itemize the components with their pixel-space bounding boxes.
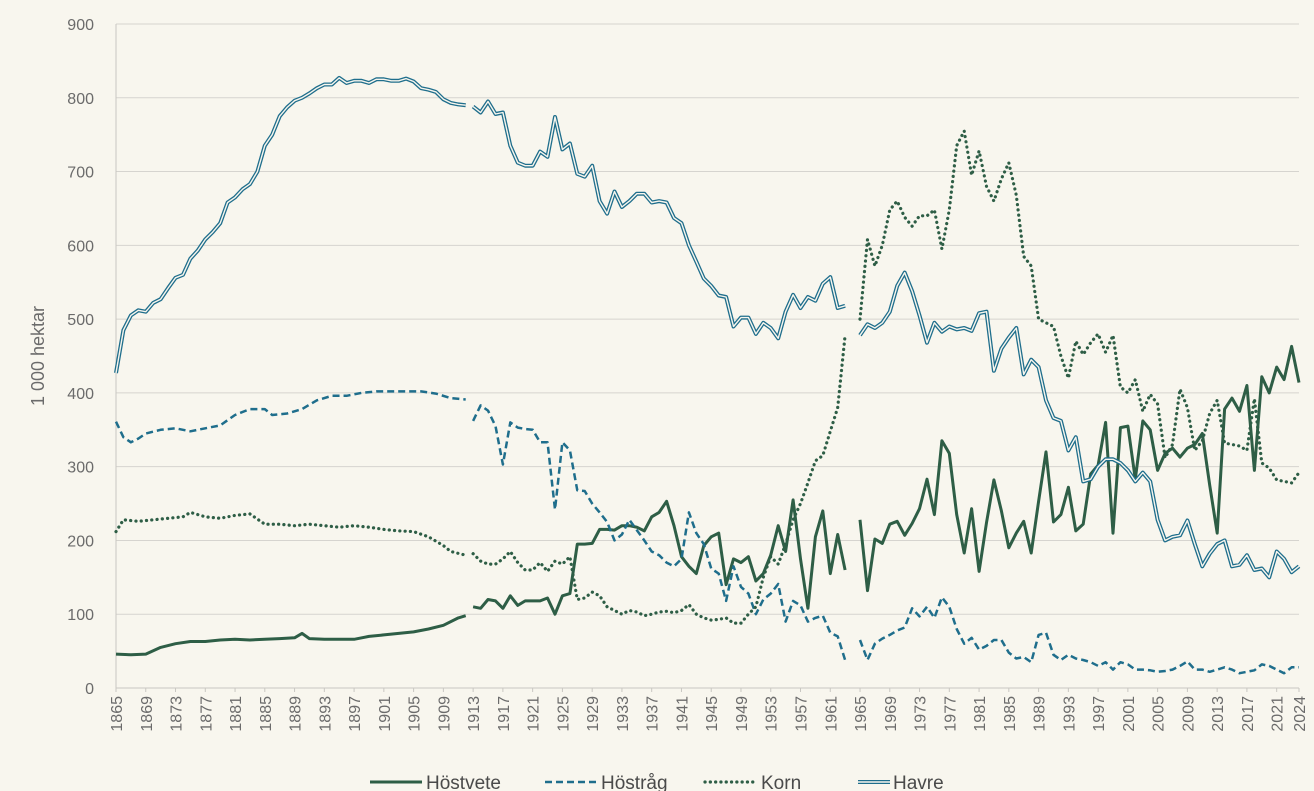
y-tick-label: 200 (67, 533, 94, 550)
y-tick-label: 0 (85, 681, 94, 698)
legend-item-korn: Korn (703, 773, 801, 791)
series-line (471, 404, 847, 661)
x-tick-label: 1993 (1061, 696, 1078, 732)
legend-item-hostrag: Höstråg (545, 773, 668, 791)
x-tick-label: 1905 (407, 696, 424, 732)
series-line (471, 333, 847, 625)
y-tick-label: 800 (67, 91, 94, 108)
x-tick-label: 1893 (317, 696, 334, 732)
x-tick-label: 1913 (466, 696, 483, 732)
x-tick-label: 1909 (436, 696, 453, 732)
x-tick-label: 1901 (377, 696, 394, 732)
series-hostvete (115, 344, 1301, 657)
y-tick-label: 700 (67, 165, 94, 182)
x-tick-label: 1989 (1032, 696, 1049, 732)
x-tick-label: 1981 (972, 696, 989, 732)
series-korn (114, 129, 1301, 625)
legend-item-hostvete: Höstvete (370, 773, 501, 791)
x-tick-label: 1921 (526, 696, 543, 732)
x-tick-label: 2021 (1270, 696, 1287, 732)
x-tick-label: 2024 (1292, 696, 1309, 732)
x-tick-label: 1977 (942, 696, 959, 732)
y-tick-label: 400 (67, 386, 94, 403)
series-line-inner (115, 77, 466, 374)
gridlines (116, 23, 1299, 615)
y-tick-label: 900 (67, 17, 94, 34)
x-tick-label: 1945 (704, 696, 721, 732)
series-line-inner (472, 100, 846, 339)
y-tick-label: 300 (67, 460, 94, 477)
x-tick-label: 1985 (1002, 696, 1019, 732)
x-tick-label: 1949 (734, 696, 751, 732)
x-tick-label: 2017 (1240, 696, 1257, 732)
series-line-outer (114, 75, 466, 374)
y-tick-label: 500 (67, 312, 94, 329)
legend-label: Höstvete (426, 773, 501, 791)
series-havre (114, 75, 1301, 580)
x-tick-label: 1929 (585, 696, 602, 732)
series-line (115, 614, 467, 657)
x-tick-label: 2013 (1210, 696, 1227, 732)
x-tick-label: 1925 (555, 696, 572, 732)
series-line (472, 498, 847, 616)
x-tick-label: 1933 (615, 696, 632, 732)
series-lines (114, 75, 1301, 675)
x-tick-label: 2001 (1121, 696, 1138, 732)
x-tick-label: 1957 (794, 696, 811, 732)
legend-label: Korn (761, 773, 801, 791)
series-line-inner (859, 271, 1300, 578)
series-line (858, 344, 1301, 593)
x-tick-label: 2005 (1151, 696, 1168, 732)
series-hostrag (114, 390, 1299, 675)
series-line-outer (858, 270, 1301, 580)
x-tick-label: 1969 (883, 696, 900, 732)
y-tick-label: 600 (67, 238, 94, 255)
series-line (858, 596, 1299, 675)
x-tick-label: 1865 (109, 696, 126, 732)
x-tick-label: 1997 (1091, 696, 1108, 732)
x-tick-label: 1941 (674, 696, 691, 732)
legend: Höstvete Höstråg Korn Havre (370, 773, 944, 791)
x-tick-label: 1953 (764, 696, 781, 732)
x-tick-label: 1897 (347, 696, 364, 732)
x-tick-label: 1889 (288, 696, 305, 732)
y-tick-label: 100 (67, 607, 94, 624)
axes: 0 100 200 300 400 500 600 700 800 900 1865 1869 1873… (67, 17, 1309, 732)
x-tick-label: 1881 (228, 696, 245, 732)
x-tick-label: 1965 (853, 696, 870, 732)
x-tick-label: 1869 (139, 696, 156, 732)
x-tick-label: 1877 (198, 696, 215, 732)
x-tick-label: 1937 (645, 696, 662, 732)
x-tick-label: 1973 (913, 696, 930, 732)
legend-label: Havre (893, 773, 944, 791)
series-line (858, 129, 1301, 485)
x-tick-label: 1885 (258, 696, 275, 732)
legend-label: Höstråg (601, 773, 668, 791)
x-tick-label: 2009 (1180, 696, 1197, 732)
series-line (114, 390, 466, 444)
series-line (114, 510, 468, 557)
x-tick-label: 1961 (823, 696, 840, 732)
x-tick-label: 1873 (169, 696, 186, 732)
x-tick-label: 1917 (496, 696, 513, 732)
y-axis-title: 1 000 hektar (28, 306, 48, 406)
legend-item-havre: Havre (858, 773, 944, 791)
